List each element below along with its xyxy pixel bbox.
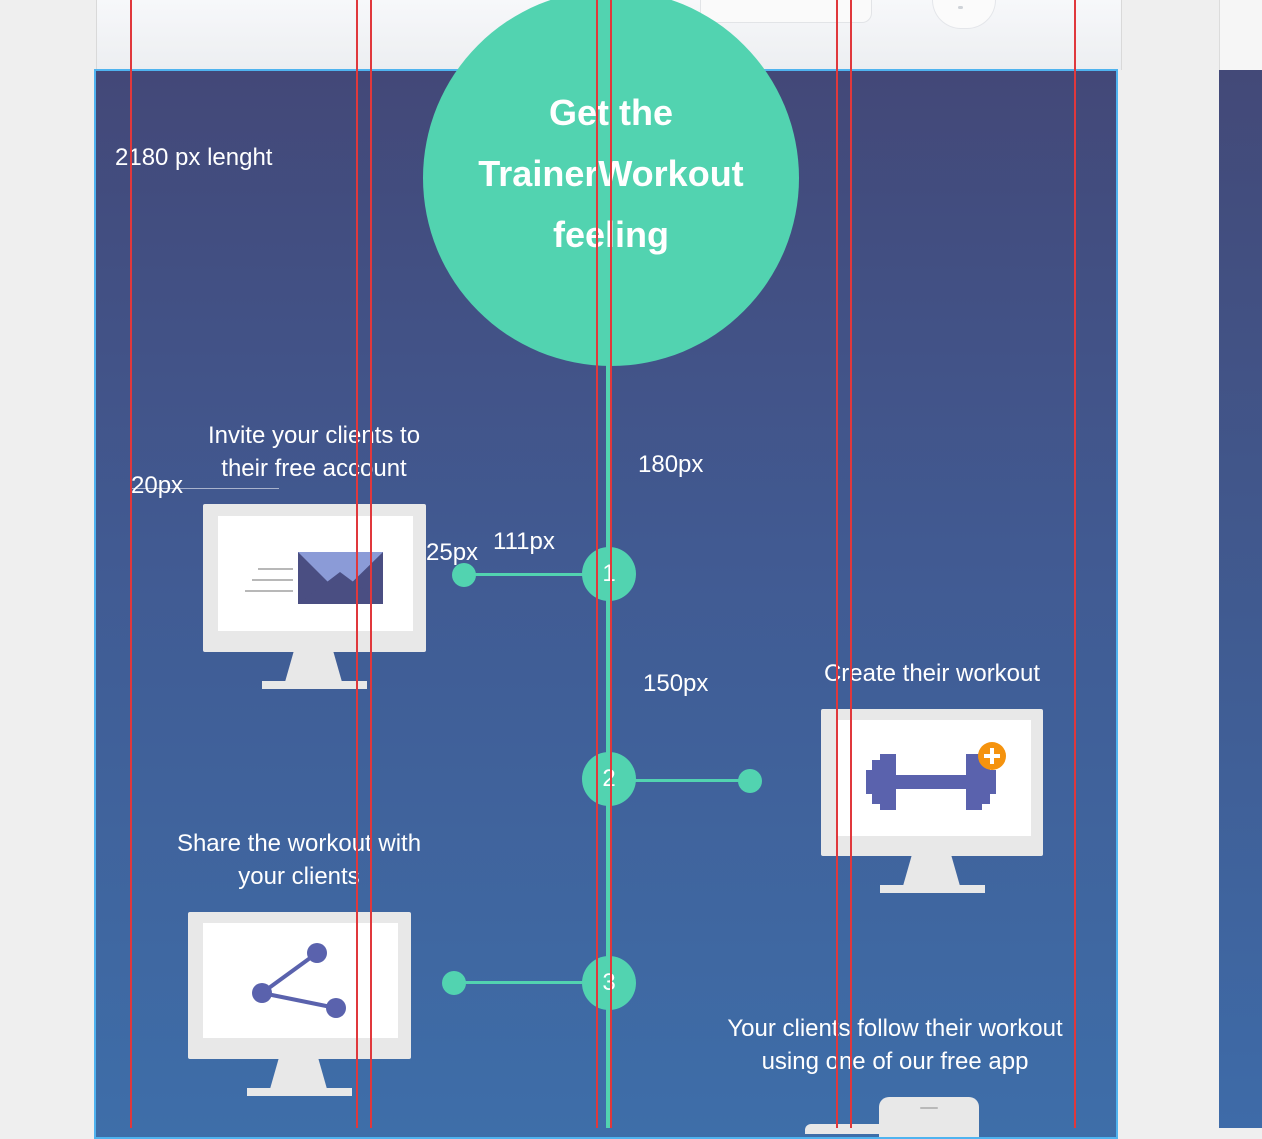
share-icon [252, 943, 346, 1018]
step-1-monitor-base [262, 681, 367, 689]
step-1-badge: 1 [582, 547, 636, 601]
guide-line-4[interactable] [596, 0, 598, 1128]
step-4-caption-line-1: Your clients follow their workout [727, 1015, 1063, 1042]
step-2-caption-line-1: Create their workout [823, 660, 1041, 687]
mouse-scroll [958, 6, 963, 9]
guide-line-8[interactable] [1074, 0, 1076, 1128]
phone-speaker [920, 1107, 938, 1109]
guide-line-1[interactable] [130, 0, 132, 1128]
spacing-annotation-25px: 25px [426, 539, 479, 566]
keyboard-image [700, 0, 872, 23]
step-3-caption-line-2: your clients [238, 863, 360, 890]
timeline-line [606, 360, 610, 1128]
step-2-dot [738, 769, 762, 793]
phone-icon [879, 1097, 979, 1137]
step-2-monitor-base [880, 885, 985, 893]
step-3-caption-line-1: Share the workout with [176, 830, 422, 857]
step-2-monitor-neck [903, 856, 960, 886]
step-3-connector [454, 981, 588, 984]
guide-line-7[interactable] [850, 0, 852, 1128]
step-1-caption-line-2: their free account [221, 455, 407, 482]
plus-badge-icon [978, 742, 1006, 770]
next-artboard-header [1219, 0, 1262, 70]
step-1-caption-line-1: Invite your clients to [207, 422, 421, 449]
spacing-annotation-111px: 111px [493, 528, 555, 555]
guide-line-2[interactable] [356, 0, 358, 1128]
step-3-monitor-screen [203, 923, 398, 1038]
guide-line-3[interactable] [370, 0, 372, 1128]
step-3-badge: 3 [582, 956, 636, 1010]
step-2-badge: 2 [582, 752, 636, 806]
guide-line-6[interactable] [836, 0, 838, 1128]
step-4-caption-line-2: using one of our free app [761, 1048, 1029, 1075]
step-3-monitor-neck [270, 1059, 327, 1089]
measure-line-20px [131, 488, 279, 489]
step-4-caption: Your clients follow their workout using … [705, 1012, 1085, 1078]
spacing-annotation-180px: 180px [638, 451, 704, 478]
next-artboard[interactable] [1219, 70, 1262, 1128]
spacing-annotation-20px: 20px [131, 472, 184, 499]
step-1-connector [464, 573, 588, 576]
step-3-caption: Share the workout with your clients [150, 827, 448, 893]
step-1-monitor-neck [285, 652, 342, 682]
step-2-caption: Create their workout [800, 657, 1064, 690]
step-2-connector [630, 779, 752, 782]
step-3-monitor-base [247, 1088, 352, 1096]
spacing-annotation-150px: 150px [643, 670, 709, 697]
step-1-caption: Invite your clients to their free accoun… [164, 419, 464, 485]
envelope-icon [245, 552, 383, 604]
guide-line-5[interactable] [610, 0, 612, 1128]
length-annotation: 2180 px lenght [115, 144, 273, 171]
dumbbell-icon [866, 754, 996, 810]
